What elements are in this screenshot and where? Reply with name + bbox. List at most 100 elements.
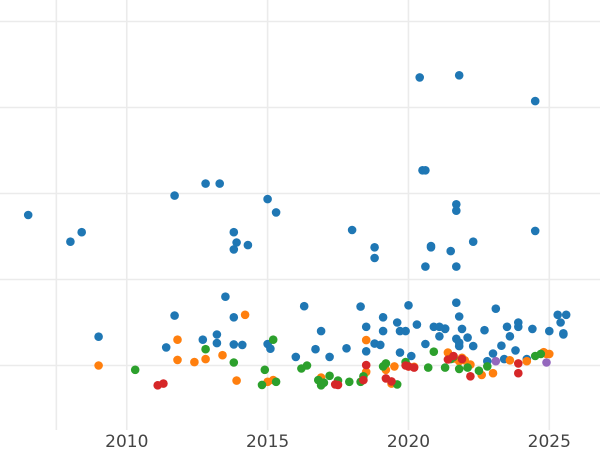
data-point xyxy=(23,210,33,220)
data-point xyxy=(514,359,523,368)
data-point xyxy=(457,354,467,364)
data-point xyxy=(457,324,467,334)
data-point xyxy=(387,377,396,386)
data-point xyxy=(271,377,281,387)
x-axis-tick-labels: 2010 2015 2020 2025 xyxy=(105,432,571,450)
data-point xyxy=(505,356,515,365)
data-point xyxy=(361,347,371,356)
data-point xyxy=(299,301,309,311)
data-point xyxy=(302,361,312,370)
data-point xyxy=(232,238,241,247)
data-point xyxy=(556,318,565,327)
data-point xyxy=(502,322,512,332)
data-point xyxy=(404,301,413,310)
data-point xyxy=(229,313,239,322)
data-point xyxy=(221,292,230,302)
data-point xyxy=(480,325,489,335)
data-point xyxy=(449,351,458,361)
x-tick-label: 2020 xyxy=(387,432,430,450)
data-point xyxy=(454,312,464,321)
data-point xyxy=(257,380,267,390)
data-point xyxy=(440,324,450,333)
data-point xyxy=(212,338,222,348)
data-point xyxy=(361,360,371,370)
data-point xyxy=(401,326,410,336)
data-point xyxy=(463,333,472,342)
data-point xyxy=(505,332,515,341)
data-point xyxy=(238,340,247,350)
data-point xyxy=(370,253,379,263)
data-point xyxy=(325,352,334,362)
data-point xyxy=(333,380,343,390)
data-point xyxy=(268,335,278,345)
data-point xyxy=(229,358,239,367)
data-point xyxy=(271,208,281,217)
data-point xyxy=(452,298,461,308)
data-point xyxy=(263,194,272,204)
data-point xyxy=(94,332,103,342)
data-point xyxy=(66,237,75,246)
data-point xyxy=(359,375,368,385)
data-point xyxy=(170,311,179,320)
data-point xyxy=(522,356,532,366)
data-point xyxy=(198,335,208,345)
data-point xyxy=(466,372,475,381)
data-point xyxy=(201,354,210,364)
data-point xyxy=(483,362,492,371)
data-point xyxy=(266,344,275,354)
data-point xyxy=(530,96,540,106)
data-point xyxy=(530,226,540,236)
data-point xyxy=(376,340,385,350)
x-tick-label: 2010 xyxy=(105,432,148,450)
data-point xyxy=(311,344,320,354)
data-point xyxy=(545,326,554,336)
data-point xyxy=(440,363,450,372)
data-point xyxy=(319,378,329,388)
data-point xyxy=(559,330,568,339)
data-point xyxy=(378,313,388,322)
x-tick-label: 2015 xyxy=(246,432,289,450)
data-point xyxy=(435,332,444,341)
data-points xyxy=(23,71,571,390)
data-point xyxy=(536,349,546,359)
data-point xyxy=(201,344,210,354)
data-point xyxy=(390,362,399,371)
data-point xyxy=(426,243,436,252)
data-point xyxy=(452,262,461,271)
data-point xyxy=(229,245,239,254)
data-point xyxy=(395,348,405,357)
data-point xyxy=(423,363,433,372)
data-point xyxy=(488,349,498,358)
data-point xyxy=(240,310,250,320)
data-point xyxy=(161,343,171,352)
data-point xyxy=(201,179,210,188)
data-point xyxy=(452,334,461,344)
data-point xyxy=(409,363,419,372)
data-point xyxy=(173,355,182,365)
data-point xyxy=(342,344,351,353)
data-point xyxy=(421,166,430,175)
data-point xyxy=(454,71,464,80)
data-point xyxy=(514,318,523,327)
data-point xyxy=(215,179,224,188)
data-point xyxy=(361,322,371,332)
data-point xyxy=(468,237,478,246)
data-point xyxy=(173,335,182,345)
data-point xyxy=(542,358,551,367)
data-point xyxy=(491,356,501,366)
data-point xyxy=(514,368,523,378)
data-point xyxy=(561,310,571,320)
data-point xyxy=(454,364,464,374)
data-point xyxy=(528,324,537,334)
data-point xyxy=(345,377,354,387)
data-point xyxy=(488,368,498,378)
data-point xyxy=(412,320,422,329)
data-point xyxy=(316,326,326,336)
data-point xyxy=(429,347,439,357)
data-point xyxy=(370,243,379,252)
data-point xyxy=(474,366,484,376)
data-point xyxy=(260,365,270,375)
data-point xyxy=(170,191,179,200)
data-point xyxy=(291,352,301,362)
